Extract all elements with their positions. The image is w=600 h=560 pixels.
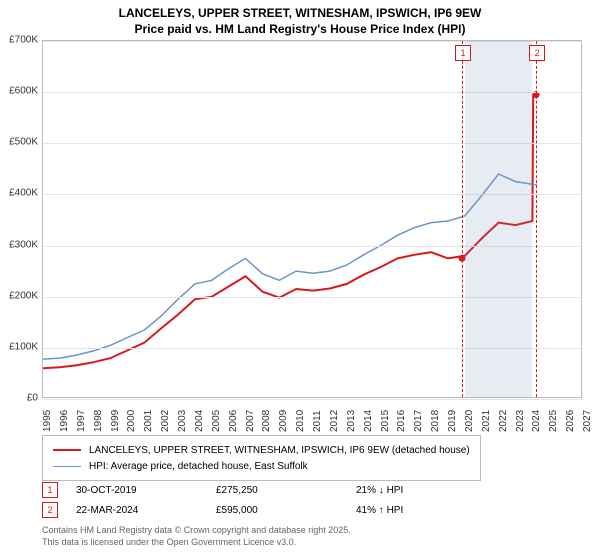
title-line-1: LANCELEYS, UPPER STREET, WITNESHAM, IPSW…	[0, 6, 600, 22]
legend-swatch	[53, 449, 81, 451]
event-marker-label: 1	[455, 45, 471, 61]
series-hpi	[43, 174, 537, 359]
y-tick-label: £300K	[2, 239, 38, 250]
marker-delta: 41% ↑ HPI	[356, 505, 496, 516]
footnote-line-1: Contains HM Land Registry data © Crown c…	[42, 525, 351, 537]
legend-swatch	[53, 466, 81, 467]
footnote: Contains HM Land Registry data © Crown c…	[42, 525, 351, 548]
y-tick-label: £0	[2, 393, 38, 404]
y-tick-label: £700K	[2, 35, 38, 46]
y-tick-label: £600K	[2, 86, 38, 97]
marker-id-box: 1	[42, 482, 58, 498]
y-tick-label: £200K	[2, 290, 38, 301]
x-tick-label: 2027	[582, 402, 600, 432]
marker-price: £595,000	[216, 505, 356, 516]
event-marker-label: 2	[529, 45, 545, 61]
event-marker-line	[462, 41, 463, 397]
legend-label: LANCELEYS, UPPER STREET, WITNESHAM, IPSW…	[89, 445, 470, 456]
title-line-2: Price paid vs. HM Land Registry's House …	[0, 22, 600, 38]
legend-item: LANCELEYS, UPPER STREET, WITNESHAM, IPSW…	[53, 442, 470, 458]
event-marker-line	[536, 41, 537, 397]
y-tick-label: £100K	[2, 341, 38, 352]
y-tick-label: £500K	[2, 137, 38, 148]
gridline	[43, 399, 583, 400]
legend-item: HPI: Average price, detached house, East…	[53, 458, 470, 474]
series-price_paid	[43, 92, 537, 368]
chart-title: LANCELEYS, UPPER STREET, WITNESHAM, IPSW…	[0, 0, 600, 37]
marker-price: £275,250	[216, 485, 356, 496]
marker-delta: 21% ↓ HPI	[356, 485, 496, 496]
chart-area: 12 £0£100K£200K£300K£400K£500K£600K£700K…	[0, 40, 600, 430]
marker-table-row: 1 30-OCT-2019£275,25021% ↓ HPI	[42, 480, 496, 500]
marker-table-row: 2 22-MAR-2024£595,00041% ↑ HPI	[42, 500, 496, 520]
marker-table: 1 30-OCT-2019£275,25021% ↓ HPI 2 22-MAR-202…	[42, 480, 496, 520]
plot-area: 12	[42, 40, 582, 398]
chart-container: LANCELEYS, UPPER STREET, WITNESHAM, IPSW…	[0, 0, 600, 560]
marker-date: 30-OCT-2019	[76, 485, 216, 496]
marker-id-box: 2	[42, 502, 58, 518]
legend-label: HPI: Average price, detached house, East…	[89, 461, 308, 472]
footnote-line-2: This data is licensed under the Open Gov…	[42, 537, 351, 549]
shade-band	[465, 41, 533, 397]
legend: LANCELEYS, UPPER STREET, WITNESHAM, IPSW…	[42, 435, 481, 481]
y-tick-label: £400K	[2, 188, 38, 199]
marker-date: 22-MAR-2024	[76, 505, 216, 516]
